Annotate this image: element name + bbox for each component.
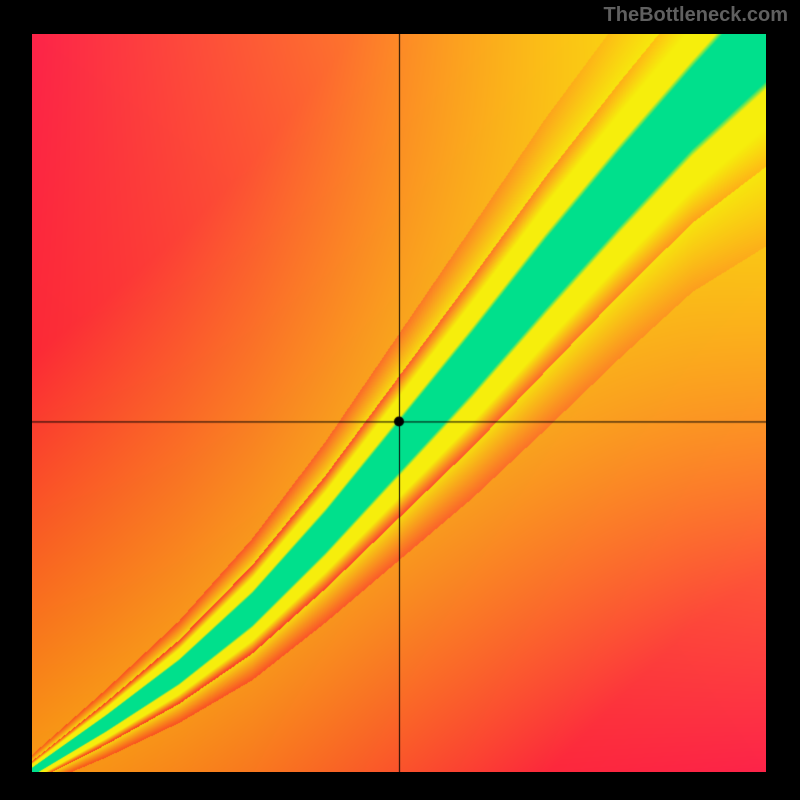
heatmap-canvas [32, 34, 766, 772]
chart-container: TheBottleneck.com [0, 0, 800, 800]
heatmap-plot [32, 34, 766, 772]
watermark-text: TheBottleneck.com [604, 4, 788, 27]
